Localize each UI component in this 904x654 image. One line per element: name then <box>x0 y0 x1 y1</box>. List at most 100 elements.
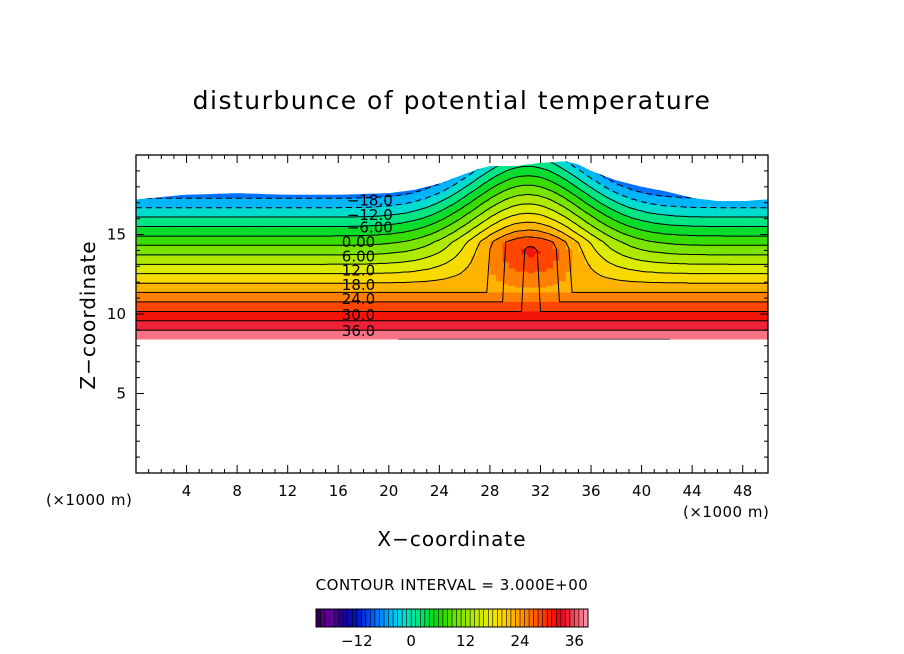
colorbar-cell <box>551 609 557 627</box>
colorbar-cell <box>334 609 339 627</box>
colorbar-cell <box>583 609 589 627</box>
colorbar-cell <box>352 609 358 627</box>
x-tick-label: 40 <box>632 482 651 500</box>
y-tick-label: 10 <box>107 305 126 323</box>
colorbar-cell <box>320 609 326 627</box>
x-axis-label: X−coordinate <box>377 527 527 551</box>
colorbar-cell <box>547 609 552 627</box>
x-tick-label: 32 <box>531 482 550 500</box>
colorbar-cell <box>374 609 380 627</box>
chart-title: disturbunce of potential temperature <box>192 86 712 115</box>
contour-label: 18.0 <box>342 276 375 294</box>
colorbar-cell <box>515 609 521 627</box>
colorbar-cell <box>420 609 426 627</box>
colorbar-cell <box>411 609 416 627</box>
colorbar-tick-label: 0 <box>406 632 416 650</box>
x-tick-label: 48 <box>733 482 752 500</box>
colorbar-cell <box>343 609 348 627</box>
colorbar-cell <box>474 609 480 627</box>
x-tick-label: 4 <box>182 482 192 500</box>
contour-label: 6.00 <box>342 247 375 265</box>
x-tick-label: 44 <box>683 482 702 500</box>
colorbar-cell <box>393 609 398 627</box>
colorbar-tick-label: 36 <box>565 632 584 650</box>
colorbar-cell <box>510 609 516 627</box>
colorbar-cell <box>384 609 389 627</box>
contour-label: −18.0 <box>347 192 393 210</box>
colorbar-cell <box>556 609 562 627</box>
colorbar-cell <box>479 609 484 627</box>
colorbar-cell <box>429 609 435 627</box>
colorbar-cell <box>325 609 330 627</box>
contour-label: −6.00 <box>347 219 393 237</box>
contour-labels: −18.0−12.0−6.000.006.0012.018.024.030.03… <box>342 192 393 340</box>
colorbar-cell <box>538 609 543 627</box>
colorbar-cell <box>456 609 462 627</box>
colorbar-cell <box>452 609 457 627</box>
colorbar-cell <box>497 609 503 627</box>
colorbar-cell <box>560 609 566 627</box>
contour-label: 30.0 <box>342 306 375 324</box>
colorbar-cell <box>578 609 584 627</box>
colorbar-cell <box>470 609 475 627</box>
colorbar-tick-label: −12 <box>341 632 373 650</box>
colorbar: −12 0 12 24 36 <box>315 608 589 650</box>
colorbar-cell <box>370 609 376 627</box>
colorbar-cell <box>565 609 571 627</box>
colorbar-cell <box>520 609 525 627</box>
contour-label: 24.0 <box>342 290 375 308</box>
y-tick-label: 15 <box>107 226 126 244</box>
colorbar-cell <box>465 609 471 627</box>
colorbar-cell <box>402 609 407 627</box>
colorbar-cell <box>424 609 430 627</box>
x-tick-label: 20 <box>379 482 398 500</box>
colorbar-cell <box>379 609 385 627</box>
colorbar-cell <box>506 609 512 627</box>
colorbar-cell <box>524 609 530 627</box>
colorbar-cell <box>388 609 394 627</box>
x-tick-label: 12 <box>278 482 297 500</box>
z-unit-label: (×1000 m) <box>46 491 133 509</box>
colorbar-tick-label: 12 <box>456 632 475 650</box>
colorbar-cell <box>501 609 507 627</box>
colorbar-tick-label: 24 <box>510 632 529 650</box>
colorbar-cell <box>461 609 466 627</box>
colorbar-cell <box>447 609 453 627</box>
x-tick-label: 16 <box>329 482 348 500</box>
colorbar-cell <box>347 609 353 627</box>
colorbar-cell <box>529 609 534 627</box>
colorbar-cell <box>397 609 403 627</box>
colorbar-cell <box>569 609 575 627</box>
contour-label: 12.0 <box>342 262 375 280</box>
y-tick-label: 5 <box>116 385 126 403</box>
colorbar-cell <box>433 609 439 627</box>
colorbar-cell <box>338 609 344 627</box>
colorbar-cell <box>442 609 448 627</box>
colorbar-cell <box>406 609 412 627</box>
contour-label: −12.0 <box>347 206 393 224</box>
colorbar-cell <box>483 609 489 627</box>
x-tick-label: 24 <box>430 482 449 500</box>
colorbar-cell <box>365 609 371 627</box>
x-tick-label: 8 <box>232 482 242 500</box>
x-tick-label: 28 <box>480 482 499 500</box>
colorbar-frame <box>315 608 589 628</box>
colorbar-cell <box>492 609 498 627</box>
colorbar-cell <box>361 609 367 627</box>
colorbar-cell <box>415 609 421 627</box>
colorbar-cell <box>356 609 362 627</box>
colorbar-cell <box>316 609 321 627</box>
contour-interval-text: CONTOUR INTERVAL = 3.000E+00 <box>315 576 589 594</box>
y-axis-label: Z−coordinate <box>76 240 100 390</box>
colorbar-cell <box>574 609 580 627</box>
colorbar-cell <box>438 609 444 627</box>
contour-label: 0.00 <box>342 233 375 251</box>
colorbar-cell <box>542 609 548 627</box>
colorbar-cell <box>488 609 494 627</box>
colorbar-cell <box>533 609 539 627</box>
colorbar-cell <box>329 609 335 627</box>
x-tick-label: 36 <box>581 482 600 500</box>
contour-label: 36.0 <box>342 322 375 340</box>
